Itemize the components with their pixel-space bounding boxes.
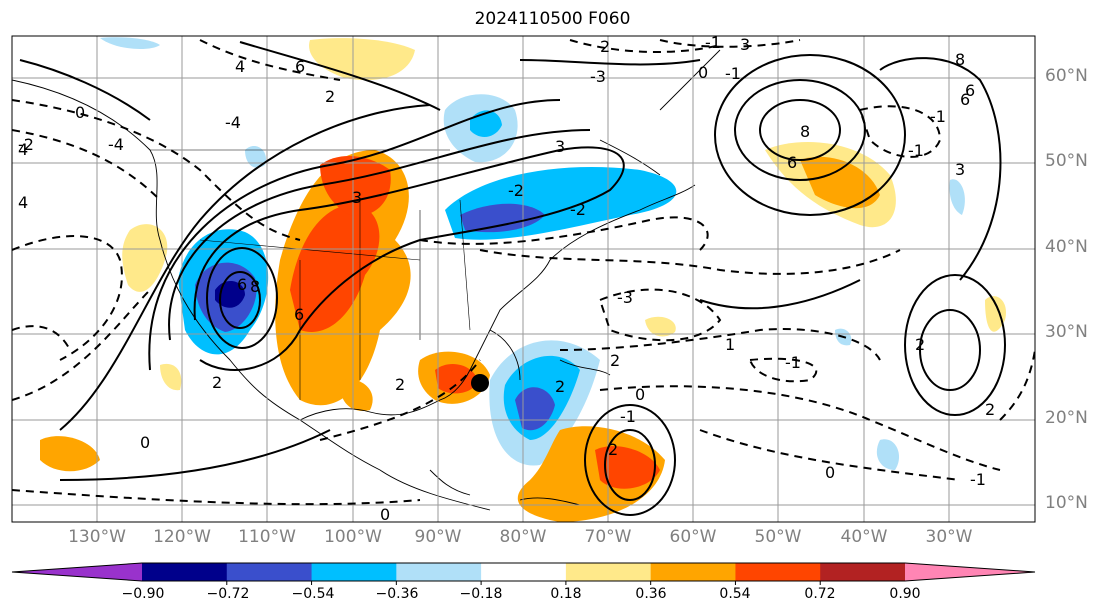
contour-label: 2	[212, 373, 222, 392]
contour-label: 0	[635, 385, 645, 404]
contour-label: 4	[18, 140, 28, 159]
contour-label: -1	[930, 107, 946, 126]
colorbar-segment	[565, 563, 652, 581]
contour-label: 6	[295, 57, 305, 76]
contour-label: -1	[970, 470, 986, 489]
colorbar-tick-label: 0.72	[804, 586, 836, 602]
lon-label: 100°W	[324, 527, 382, 547]
contour-label: 6	[237, 275, 247, 294]
colorbar-tick-label: −0.90	[121, 586, 165, 602]
colorbar-tick-label: 0.18	[550, 586, 582, 602]
contour-label: -4	[108, 135, 124, 154]
contour-label: -3	[590, 67, 606, 86]
contour-label: 2	[555, 377, 565, 396]
contour-label: 8	[955, 50, 965, 69]
contour-label: 2	[395, 375, 405, 394]
contour-label: 4	[235, 57, 245, 76]
contour-label: 2	[325, 87, 335, 106]
contour-label: -1	[705, 33, 721, 52]
contour-label: -2	[18, 135, 34, 154]
colorbar-tick-label: 0.36	[635, 586, 667, 602]
colorbar-segment	[311, 563, 397, 581]
lat-label: 50°N	[1045, 151, 1088, 171]
colorbar	[11, 562, 1036, 585]
contour-label: 8	[250, 277, 260, 296]
contour-label: 0	[380, 505, 390, 524]
contour-label: 6	[294, 305, 304, 324]
lon-label: 50°W	[754, 527, 802, 547]
contour-label: 0	[698, 63, 708, 82]
lon-label: 120°W	[153, 527, 211, 547]
colorbar-outline	[11, 562, 1036, 582]
colorbar-extend-low	[12, 563, 142, 581]
contour-label: 1	[725, 335, 735, 354]
colorbar-segment	[226, 563, 313, 581]
dashed-contours	[12, 39, 1035, 506]
contour-label: 3	[740, 35, 750, 54]
colorbar-segment	[735, 563, 821, 581]
lon-label: 110°W	[238, 527, 296, 547]
colorbar-extend-high	[905, 563, 1035, 581]
contour-label: 4	[18, 193, 28, 212]
lat-label: 30°N	[1045, 322, 1088, 342]
contour-labels: 2 6 3 8 6 3 2 1 0 -1 6 -2 3 -1 2 0 2 -3 …	[18, 33, 995, 524]
contour-label: 2	[608, 440, 618, 459]
contour-label: -3	[617, 288, 633, 307]
lon-label: 30°W	[925, 527, 973, 547]
colorbar-segment	[481, 563, 567, 581]
colorbar-segment	[142, 563, 228, 581]
contour-label: 6	[965, 81, 975, 100]
contour-label: 6	[787, 153, 797, 172]
contour-label: 0	[825, 463, 835, 482]
contour-label: 0	[140, 433, 150, 452]
graticule	[12, 36, 1035, 522]
lon-label: 40°W	[840, 527, 888, 547]
contour-label: 2	[610, 351, 620, 370]
contour-label: 2	[915, 335, 925, 354]
lat-label: 40°N	[1045, 237, 1088, 257]
storm-center-marker	[471, 374, 489, 392]
contour-label: 0	[75, 103, 85, 122]
contour-label: -1	[725, 64, 741, 83]
map-title: 2024110500 F060	[474, 9, 631, 29]
lon-label: 60°W	[669, 527, 717, 547]
contour-label: 6	[960, 90, 970, 109]
contour-label: -2	[508, 181, 524, 200]
colorbar-tick-label: 0.54	[719, 586, 751, 602]
contour-label: 3	[352, 188, 362, 207]
colorbar-segment	[650, 563, 736, 581]
colorbar-tick-label: −0.72	[206, 586, 250, 602]
lon-label: 80°W	[499, 527, 547, 547]
solid-contours	[19, 41, 1006, 516]
colorbar-tick-label: 0.90	[889, 586, 921, 602]
lat-label: 20°N	[1045, 408, 1088, 428]
colorbar-tick-label: −0.36	[375, 586, 419, 602]
contour-label: 3	[955, 160, 965, 179]
contour-label: -1	[620, 407, 636, 426]
contour-label: -1	[908, 141, 924, 160]
contour-label: 2	[600, 37, 610, 56]
colorbar-segment	[820, 563, 906, 581]
lon-label: 70°W	[584, 527, 632, 547]
contour-label: 2	[985, 400, 995, 419]
lat-label: 60°N	[1045, 66, 1088, 86]
contour-label: 8	[800, 122, 810, 141]
colorbar-segment	[396, 563, 482, 581]
colorbar-tick-label: −0.18	[459, 586, 503, 602]
contour-label: -4	[225, 113, 241, 132]
contour-label: 3	[555, 137, 565, 156]
lat-label: 10°N	[1045, 493, 1088, 513]
colorbar-tick-label: −0.54	[291, 586, 335, 602]
contour-label: -1	[785, 353, 801, 372]
contour-label: -2	[570, 200, 586, 219]
lon-label: 90°W	[414, 527, 462, 547]
coastlines	[12, 49, 721, 511]
lon-label: 130°W	[68, 527, 126, 547]
